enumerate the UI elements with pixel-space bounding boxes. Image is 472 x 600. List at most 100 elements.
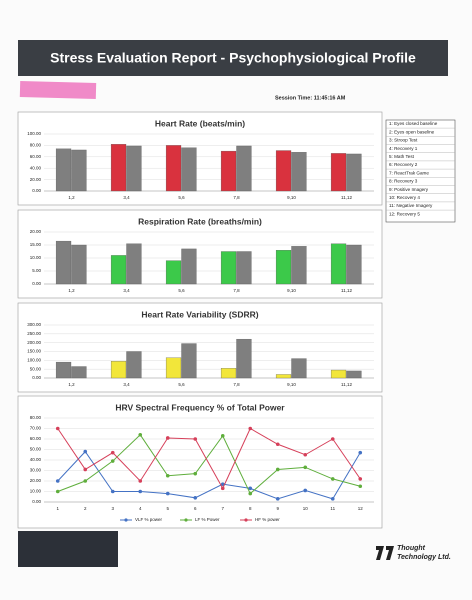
chart-title: Heart Rate (beats/min) [155, 118, 245, 128]
point [303, 488, 308, 493]
y-tick-label: 20.00 [30, 177, 42, 182]
point [193, 496, 198, 500]
y-tick-label: 50.00 [30, 447, 42, 452]
x-tick-label: 7,8 [233, 288, 240, 293]
x-tick-label: 12 [358, 506, 364, 511]
chart-frame [17, 395, 383, 529]
x-tick-label: 1,2 [68, 195, 75, 200]
phase-label: 3: Stroop Test [389, 138, 418, 143]
title-banner [18, 40, 448, 76]
bar [71, 366, 87, 379]
point [138, 489, 143, 494]
series-line [57, 427, 361, 490]
legend-label: LF % Power [195, 517, 220, 522]
chart-title: Respiration Rate (breaths/min) [138, 216, 262, 226]
point [358, 477, 363, 481]
sticky-note [19, 81, 97, 99]
x-tick-label: 3 [111, 506, 114, 511]
x-tick-label: 5,6 [178, 382, 185, 387]
x-tick-label: 5,6 [178, 288, 185, 293]
phase-label: 12: Recovery 5 [389, 211, 420, 216]
x-tick-label: 1,2 [68, 288, 75, 293]
bar [165, 357, 182, 379]
point [220, 434, 225, 438]
x-tick-label: 6 [194, 506, 197, 511]
y-tick-label: 15.00 [30, 242, 42, 247]
tt-logo-mark [376, 546, 394, 560]
y-tick-label: 150.00 [27, 349, 41, 354]
x-tick-label: 3,4 [123, 382, 130, 387]
bar [346, 244, 362, 285]
phase-label: 5: Math Test [389, 154, 415, 159]
y-tick-label: 40.00 [30, 165, 42, 170]
y-tick-label: 60.00 [30, 436, 42, 441]
point [330, 497, 335, 501]
point [275, 497, 280, 501]
x-tick-label: 1,2 [68, 382, 75, 387]
x-tick-label: 11 [330, 506, 335, 511]
point [275, 442, 280, 447]
point [248, 426, 253, 431]
y-tick-label: 100.00 [27, 131, 41, 136]
point [110, 459, 115, 463]
point [110, 489, 115, 494]
y-tick-label: 300.00 [27, 322, 41, 327]
x-tick-label: 1 [56, 506, 59, 511]
bar [275, 250, 292, 285]
bar [110, 144, 127, 192]
x-tick-label: 5 [166, 506, 169, 511]
y-tick-label: 80.00 [30, 143, 42, 148]
y-tick-label: 0.00 [32, 188, 41, 193]
point [55, 489, 60, 494]
bar [236, 338, 252, 379]
point [193, 471, 198, 476]
point [358, 484, 363, 489]
point [55, 426, 60, 431]
phase-legend: 1: Eyes closed baseline 2: Eyes open base… [386, 121, 455, 216]
chart-title: Heart Rate Variability (SDRR) [141, 309, 258, 319]
bar [110, 255, 127, 285]
bar [126, 351, 142, 379]
bar [181, 343, 197, 379]
y-tick-label: 60.00 [30, 154, 42, 159]
bar [220, 368, 237, 379]
point [220, 482, 225, 486]
phase-label: 2: Eyes open baseline [389, 129, 435, 134]
point [330, 477, 335, 481]
x-tick-label: 9,10 [287, 288, 296, 293]
x-tick-label: 3,4 [123, 288, 130, 293]
bar [55, 361, 72, 379]
bar [275, 150, 292, 192]
bar [165, 260, 182, 285]
chart-title: HRV Spectral Frequency % of Total Power [115, 402, 285, 412]
point [110, 450, 115, 455]
point [248, 491, 253, 496]
bar [55, 148, 72, 192]
x-tick-label: 10 [303, 506, 309, 511]
bar [330, 369, 347, 379]
x-tick-label: 4 [139, 506, 142, 511]
bar [346, 153, 362, 192]
bar [220, 150, 237, 192]
x-tick-label: 11,12 [341, 195, 352, 200]
bar [181, 147, 197, 192]
bar [181, 248, 197, 285]
x-tick-label: 7,8 [233, 195, 240, 200]
phase-label: 9: Positive Imagery [389, 187, 429, 192]
point [248, 486, 253, 491]
x-tick-label: 9,10 [287, 382, 296, 387]
bar [275, 374, 292, 379]
legend-label: VLF % power [135, 517, 163, 522]
x-tick-label: 9,10 [287, 195, 296, 200]
y-tick-label: 0.00 [32, 499, 41, 504]
y-tick-label: 10.00 [30, 489, 42, 494]
legend-label: HF % power [255, 517, 280, 522]
x-tick-label: 9 [276, 506, 279, 511]
point [165, 436, 170, 440]
report-title: Stress Evaluation Report - Psychophysiol… [50, 50, 416, 66]
y-tick-label: 20.00 [30, 229, 42, 234]
bar [291, 358, 307, 379]
bar [330, 153, 347, 192]
y-tick-label: 0.00 [32, 375, 41, 380]
